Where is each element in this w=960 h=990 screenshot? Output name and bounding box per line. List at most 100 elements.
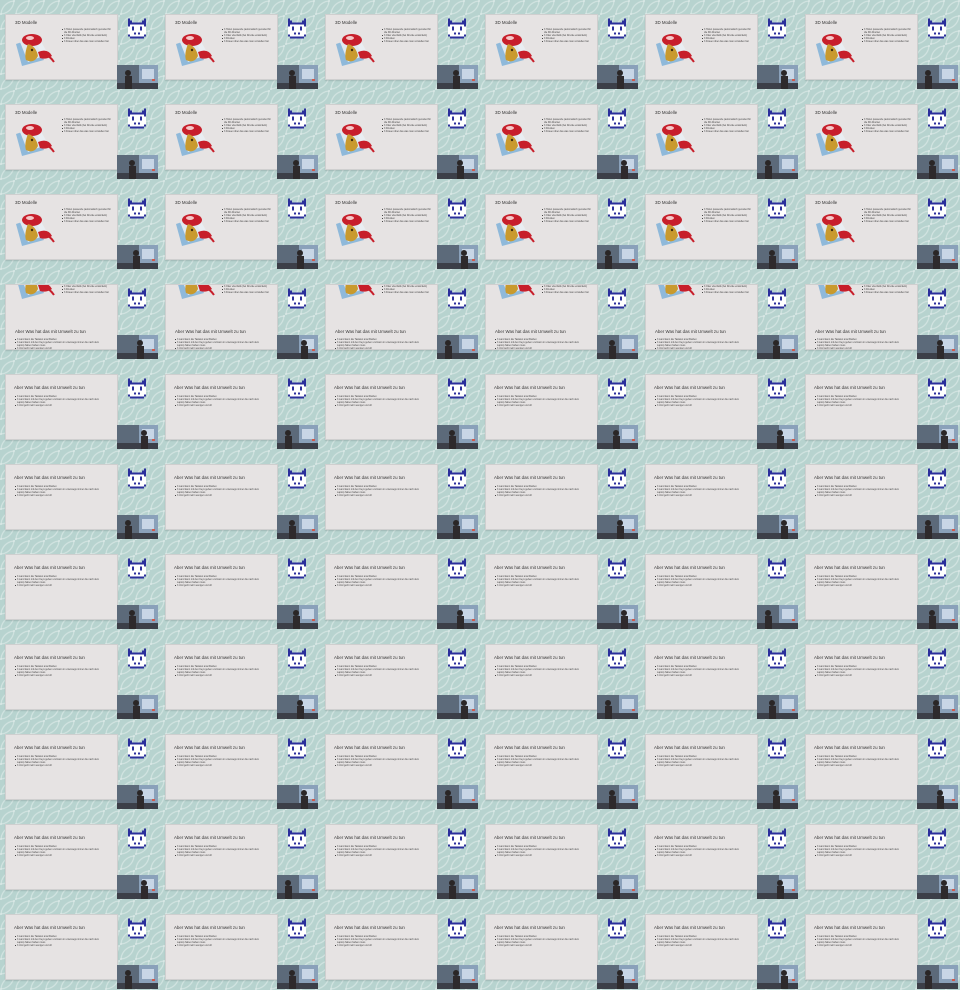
video-frame-thumbnail[interactable]: 3D Modelle 3 Holen passende (automatisch … [160,180,320,270]
video-frame-thumbnail[interactable]: Aber Was hat das mit Umwelt zu tun 3 Land… [0,630,160,720]
umwelt-bullet-list: 3 Land kann die Tastatur anschließen 3 La… [815,755,905,767]
video-frame-thumbnail[interactable]: Aber Was hat das mit Umwelt zu tun 3 Land… [800,900,960,990]
modelle-bullet-list: 3 Holen passende (automatisch gecoded fü… [222,285,274,294]
video-frame-thumbnail[interactable]: 3D Modelle 3 Holen passende (automatisch … [800,0,960,90]
video-frame-thumbnail[interactable]: 3D Modelle 3 Holen passende (automatisch … [0,0,160,90]
video-frame-thumbnail[interactable]: Aber Was hat das mit Umwelt zu tun 3 Land… [0,360,160,450]
video-frame-thumbnail[interactable]: Aber Was hat das mit Umwelt zu tun 3 Land… [640,630,800,720]
video-frame-thumbnail[interactable]: 3D Modelle 3 Holen passende (automatisch … [320,180,480,270]
video-frame-thumbnail[interactable]: Aber Was hat das mit Umwelt zu tun 3 Land… [640,450,800,540]
video-frame-thumbnail[interactable]: 3D Modelle 3 Holen passende (automatisch … [0,180,160,270]
video-frame-thumbnail[interactable]: Aber Was hat das mit Umwelt zu tun 3 Land… [640,900,800,990]
video-frame-thumbnail[interactable]: Aber Was hat das mit Umwelt zu tun 3 Land… [0,540,160,630]
bullet-item: 3 Und geht mehr weniger und oft [655,347,745,349]
video-frame-thumbnail[interactable]: Aber Was hat das mit Umwelt zu tun 3 Land… [480,360,640,450]
video-frame-thumbnail[interactable]: 3D Modelle 3 Holen passende (automatisch … [800,180,960,270]
presentation-slide: Aber Was hat das mit Umwelt zu tun 3 Land… [485,824,598,890]
video-frame-thumbnail[interactable]: Aber Was hat das mit Umwelt zu tun 3 Land… [800,450,960,540]
video-frame-thumbnail[interactable]: Aber Was hat das mit Umwelt zu tun 3 Land… [160,450,320,540]
video-frame-thumbnail[interactable]: 3 Holen passende (automatisch gecoded fü… [480,270,640,360]
video-frame-thumbnail[interactable]: Aber Was hat das mit Umwelt zu tun 3 Land… [160,630,320,720]
video-frame-thumbnail[interactable]: Aber Was hat das mit Umwelt zu tun 3 Land… [320,630,480,720]
camera-feed-thumbnail [597,425,638,449]
video-frame-thumbnail[interactable]: Aber Was hat das mit Umwelt zu tun 3 Land… [640,540,800,630]
pixel-cat-logo-icon [606,196,628,221]
video-frame-thumbnail[interactable]: Aber Was hat das mit Umwelt zu tun 3 Land… [800,360,960,450]
bullet-item: 3 Land kann mit den Keys geben und kann … [815,848,905,854]
slide-title: Aber Was hat das mit Umwelt zu tun [654,475,725,480]
video-frame-thumbnail[interactable]: Aber Was hat das mit Umwelt zu tun 3 Land… [800,540,960,630]
bullet-item: 3 Oder ebenfalls (bei Drucke entwickeln) [702,34,754,37]
presentation-slide: Aber Was hat das mit Umwelt zu tun 3 Land… [645,914,758,980]
pixel-cat-logo-icon [446,196,468,221]
video-frame-thumbnail[interactable]: 3 Holen passende (automatisch gecoded fü… [0,270,160,360]
video-frame-thumbnail[interactable]: Aber Was hat das mit Umwelt zu tun 3 Land… [480,630,640,720]
dragon-3d-model-illustration [654,210,698,250]
video-frame-thumbnail[interactable]: Aber Was hat das mit Umwelt zu tun 3 Land… [320,540,480,630]
video-frame-thumbnail[interactable]: Aber Was hat das mit Umwelt zu tun 3 Land… [0,720,160,810]
video-frame-thumbnail[interactable]: 3 Holen passende (automatisch gecoded fü… [160,270,320,360]
video-frame-thumbnail[interactable]: Aber Was hat das mit Umwelt zu tun 3 Land… [160,360,320,450]
video-frame-thumbnail[interactable]: Aber Was hat das mit Umwelt zu tun 3 Land… [480,810,640,900]
bullet-item: 3 Land kann die Tastatur anschließen [15,935,105,938]
video-frame-thumbnail[interactable]: 3D Modelle 3 Holen passende (automatisch … [160,0,320,90]
video-frame-thumbnail[interactable]: Aber Was hat das mit Umwelt zu tun 3 Land… [160,900,320,990]
video-frame-thumbnail[interactable]: Aber Was hat das mit Umwelt zu tun 3 Land… [320,450,480,540]
bullet-item: 3 Land kann mit den Keys geben und kann … [175,758,265,764]
video-frame-thumbnail[interactable]: Aber Was hat das mit Umwelt zu tun 3 Land… [320,360,480,450]
bullet-item: 3 Und geht mehr weniger und oft [175,764,265,767]
video-frame-thumbnail[interactable]: 3D Modelle 3 Holen passende (automatisch … [320,90,480,180]
bullet-item: 3 Frauen über das was man vorstellen hat [862,291,914,294]
bullet-item: 3 Drucken [862,288,914,291]
video-frame-thumbnail[interactable]: 3D Modelle 3 Holen passende (automatisch … [640,180,800,270]
video-frame-thumbnail[interactable]: 3 Holen passende (automatisch gecoded fü… [800,270,960,360]
video-frame-thumbnail[interactable]: Aber Was hat das mit Umwelt zu tun 3 Land… [480,720,640,810]
video-frame-thumbnail[interactable]: Aber Was hat das mit Umwelt zu tun 3 Land… [160,540,320,630]
bullet-item: 3 Oder ebenfalls (bei Drucke entwickeln) [382,34,434,37]
video-frame-thumbnail[interactable]: 3D Modelle 3 Holen passende (automatisch … [800,90,960,180]
video-frame-thumbnail[interactable]: Aber Was hat das mit Umwelt zu tun 3 Land… [320,720,480,810]
bullet-item: 3 Land kann die Tastatur anschließen [655,395,745,398]
video-frame-thumbnail[interactable]: Aber Was hat das mit Umwelt zu tun 3 Land… [320,900,480,990]
video-frame-thumbnail[interactable]: 3D Modelle 3 Holen passende (automatisch … [480,90,640,180]
presentation-slide: Aber Was hat das mit Umwelt zu tun 3 Land… [5,464,118,530]
video-frame-thumbnail[interactable]: Aber Was hat das mit Umwelt zu tun 3 Land… [640,810,800,900]
video-frame-thumbnail[interactable]: 3D Modelle 3 Holen passende (automatisch … [640,0,800,90]
video-frame-thumbnail[interactable]: 3D Modelle 3 Holen passende (automatisch … [480,180,640,270]
video-frame-thumbnail[interactable]: Aber Was hat das mit Umwelt zu tun 3 Land… [0,450,160,540]
video-frame-thumbnail[interactable]: Aber Was hat das mit Umwelt zu tun 3 Land… [640,360,800,450]
camera-feed-thumbnail [117,785,158,809]
umwelt-bullet-list: 3 Land kann die Tastatur anschließen 3 La… [175,395,265,407]
video-frame-thumbnail[interactable]: 3 Holen passende (automatisch gecoded fü… [640,270,800,360]
umwelt-bullet-list: 3 Land kann die Tastatur anschließen 3 La… [335,338,425,349]
video-frame-thumbnail[interactable]: Aber Was hat das mit Umwelt zu tun 3 Land… [480,900,640,990]
pixel-cat-logo-icon [606,16,628,41]
umwelt-bullet-list: 3 Land kann die Tastatur anschließen 3 La… [495,575,585,587]
video-frame-thumbnail[interactable]: Aber Was hat das mit Umwelt zu tun 3 Land… [0,810,160,900]
video-frame-thumbnail[interactable]: 3D Modelle 3 Holen passende (automatisch … [480,0,640,90]
video-frame-thumbnail[interactable]: Aber Was hat das mit Umwelt zu tun 3 Land… [160,720,320,810]
video-frame-thumbnail[interactable]: Aber Was hat das mit Umwelt zu tun 3 Land… [800,630,960,720]
bullet-item: 3 Land kann mit den Keys geben und kann … [655,488,745,494]
video-frame-thumbnail[interactable]: Aber Was hat das mit Umwelt zu tun 3 Land… [320,810,480,900]
slide-title: 3D Modelle [15,110,38,115]
bullet-item: 3 Land kann die Tastatur anschließen [335,935,425,938]
video-frame-thumbnail[interactable]: Aber Was hat das mit Umwelt zu tun 3 Land… [160,810,320,900]
bullet-item: 3 Und geht mehr weniger und oft [335,944,425,947]
modelle-bullet-list: 3 Holen passende (automatisch gecoded fü… [542,208,594,223]
video-frame-thumbnail[interactable]: Aber Was hat das mit Umwelt zu tun 3 Land… [480,540,640,630]
video-frame-thumbnail[interactable]: 3D Modelle 3 Holen passende (automatisch … [0,90,160,180]
camera-feed-thumbnail [117,515,158,539]
video-frame-thumbnail[interactable]: Aber Was hat das mit Umwelt zu tun 3 Land… [0,900,160,990]
bullet-item: 3 Land kann die Tastatur anschließen [175,935,265,938]
video-frame-thumbnail[interactable]: 3D Modelle 3 Holen passende (automatisch … [160,90,320,180]
video-frame-thumbnail[interactable]: Aber Was hat das mit Umwelt zu tun 3 Land… [480,450,640,540]
video-frame-thumbnail[interactable]: Aber Was hat das mit Umwelt zu tun 3 Land… [800,810,960,900]
video-frame-thumbnail[interactable]: Aber Was hat das mit Umwelt zu tun 3 Land… [640,720,800,810]
video-frame-thumbnail[interactable]: 3D Modelle 3 Holen passende (automatisch … [640,90,800,180]
video-frame-thumbnail[interactable]: 3D Modelle 3 Holen passende (automatisch … [320,0,480,90]
camera-feed-thumbnail [277,965,318,989]
camera-feed-thumbnail [277,155,318,179]
video-frame-thumbnail[interactable]: Aber Was hat das mit Umwelt zu tun 3 Land… [800,720,960,810]
video-frame-thumbnail[interactable]: 3 Holen passende (automatisch gecoded fü… [320,270,480,360]
